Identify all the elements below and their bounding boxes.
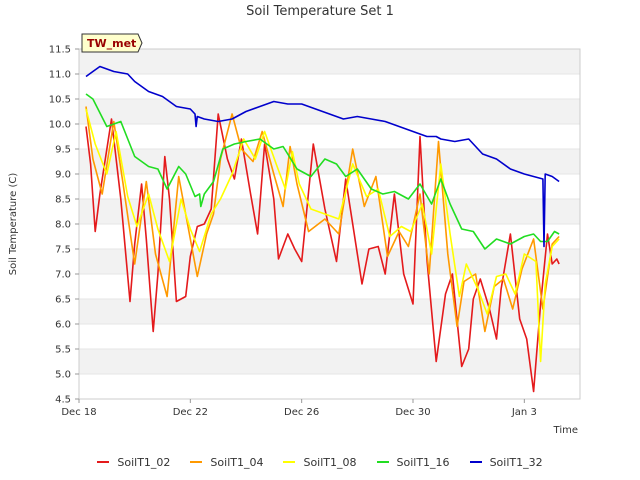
- x-tick-label: Dec 22: [173, 407, 208, 418]
- y-tick-label: 8.0: [55, 220, 71, 231]
- y-tick-label: 10.5: [49, 95, 71, 106]
- legend-item-soilt1_16[interactable]: SoilT1_16: [376, 455, 450, 469]
- series-line-soilt1_02: [85, 113, 560, 393]
- legend-item-soilt1_04[interactable]: SoilT1_04: [190, 456, 263, 469]
- legend-item-soilt1_08[interactable]: SoilT1_08: [283, 455, 357, 469]
- x-tick-label: Dec 30: [395, 407, 430, 418]
- y-tick-label: 11.5: [49, 45, 71, 56]
- legend-swatch: [283, 461, 296, 463]
- series-line-soilt1_16: [85, 93, 560, 250]
- y-tick-label: 9.0: [55, 170, 71, 181]
- series-line-soilt1_08: [85, 108, 560, 363]
- y-axis: 4.5 5.0 5.5 6.0 6.5 7.0 7.5 8.0 8.5 9.0 9.5 10.0 10.…: [49, 45, 79, 406]
- y-tick-label: 10.0: [49, 120, 71, 131]
- y-axis-label: Soil Temperature (C): [8, 173, 19, 276]
- grid-band: [79, 199, 580, 224]
- y-tick-label: 7.5: [55, 245, 71, 256]
- legend-label: SoilT1_08: [303, 455, 357, 469]
- y-tick-label: 11.0: [49, 70, 71, 81]
- grid-band: [79, 299, 580, 324]
- grid-band: [79, 349, 580, 374]
- y-tick-label: 8.5: [55, 195, 71, 206]
- legend: SoilT1_02 SoilT1_04 SoilT1_08 SoilT1_16 Soil…: [0, 452, 640, 472]
- legend-swatch: [469, 461, 482, 463]
- x-tick-label: Jan 3: [511, 407, 537, 418]
- legend-label: SoilT1_16: [396, 455, 450, 469]
- legend-label: SoilT1_32: [489, 455, 543, 469]
- legend-item-soilt1_02[interactable]: SoilT1_02: [97, 456, 170, 469]
- y-tick-label: 7.0: [55, 270, 71, 281]
- chart-title: Soil Temperature Set 1: [246, 4, 394, 19]
- legend-swatch: [190, 461, 203, 463]
- series-lines: [85, 65, 560, 393]
- station-annotation: TW_met: [81, 33, 143, 53]
- y-tick-label: 4.5: [55, 395, 71, 406]
- grid-band: [79, 99, 580, 124]
- x-tick-label: Dec 26: [284, 407, 319, 418]
- legend-swatch: [376, 461, 389, 463]
- legend-label: SoilT1_02: [117, 455, 171, 469]
- series-line-soilt1_32: [85, 65, 560, 248]
- x-axis-label: Time: [553, 425, 578, 436]
- x-tick-label: Dec 18: [61, 407, 96, 418]
- y-tick-label: 6.5: [55, 295, 71, 306]
- legend-label: SoilT1_04: [210, 455, 264, 469]
- y-tick-label: 6.0: [55, 320, 71, 331]
- station-label: TW_met: [87, 37, 136, 50]
- legend-item-soilt1_32[interactable]: SoilT1_32: [469, 455, 543, 469]
- y-tick-label: 5.0: [55, 370, 71, 381]
- y-tick-label: 5.5: [55, 345, 71, 356]
- legend-swatch: [97, 461, 110, 463]
- grid-band: [79, 249, 580, 274]
- x-axis: Dec 18 Dec 22 Dec 26 Dec 30 Jan 3: [61, 399, 537, 418]
- y-tick-label: 9.5: [55, 145, 71, 156]
- series-line-soilt1_04: [85, 106, 560, 333]
- grid-band: [79, 49, 580, 74]
